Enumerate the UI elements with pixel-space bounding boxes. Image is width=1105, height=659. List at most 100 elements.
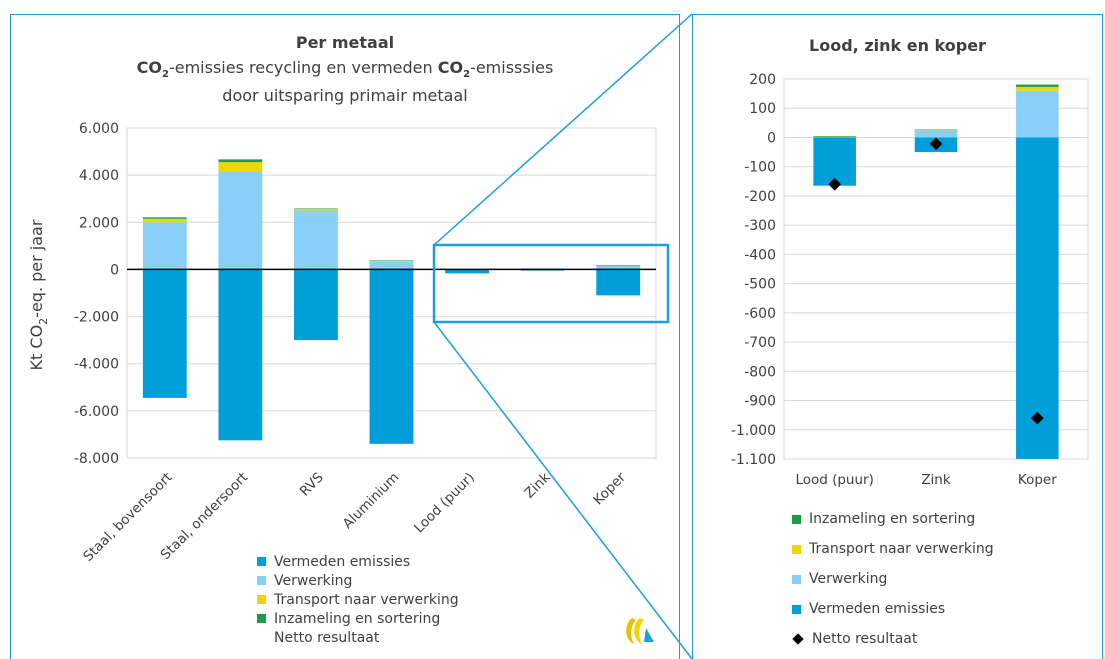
bar-segment [294,210,338,270]
legend-label: Vermeden emissies [274,553,411,570]
y-tick-label: -600 [744,306,776,322]
zoom-highlight-box [432,243,670,324]
bar-segment [369,269,414,444]
left-chart-title: Per metaal [295,33,395,52]
legend-marker [257,595,266,604]
legend-label: Verwerking [274,572,353,589]
bar-segment [218,171,263,270]
y-tick-label: -800 [744,364,776,380]
legend-marker [257,614,266,623]
y-tick-label: 6.000 [79,121,119,137]
y-tick-label: -1.000 [731,423,776,439]
left-chart-subtitle: CO2-emissies recycling en vermeden CO2-e… [136,58,554,106]
bar-segment [596,265,641,266]
legend-item: Inzameling en sortering [257,609,459,628]
bar-segment [218,269,263,441]
y-tick-label: 0 [767,130,776,146]
x-category-label: Zink [921,472,951,488]
y-tick-label: -700 [744,335,776,351]
bar-segment [294,208,338,209]
legend-label: Vermeden emissies [809,601,946,617]
bar-segment [596,269,641,296]
subtitle-co2-a: CO2 [136,58,169,81]
company-logo [626,618,654,644]
subtitle-co2-b: CO2 [437,58,471,81]
bar-segment [813,136,856,138]
bar-segment [294,208,338,211]
legend-item: Transport naar verwerking [257,590,459,609]
y-tick-label: -500 [744,277,776,293]
zoom-connector-bottom [433,321,693,659]
x-category-label: Zink [521,469,553,501]
legend-label: Inzameling en sortering [809,511,976,527]
right-axes: 200 100 0 -100 -200 -300 -400 -500 -600 -700 -800 -… [731,72,1057,488]
y-tick-label: -6.000 [74,404,119,420]
legend-label: Transport naar verwerking [274,591,459,608]
legend-label: Verwerking [809,571,888,587]
y-tick-label: -4.000 [74,357,119,373]
legend-label: Transport naar verwerking [809,541,994,557]
x-category-label: Lood (puur) [795,472,873,488]
x-category-label: RVS [297,470,327,500]
x-category-label: Koper [590,469,629,508]
y-tick-label: 2.000 [79,215,119,231]
bar-segment [142,269,187,398]
bar-segment [813,136,856,137]
legend-label: Inzameling en sortering [274,610,441,627]
right-chart-title: Lood, zink en koper [809,36,986,55]
left-chart-panel [10,14,680,659]
plot-area-frame [783,78,1089,460]
x-category-label: Aluminium [340,470,403,533]
left-bars [142,159,641,444]
bar-segment [813,137,856,186]
legend-marker [257,557,266,566]
legend-item: Verwerking [257,571,459,590]
y-tick-label: 4.000 [79,168,119,184]
left-y-axis-title: Kt CO2-eq. per jaar [27,219,50,370]
legend-marker [792,574,801,584]
y-tick-label: 200 [749,72,776,88]
y-tick-label: 100 [749,101,776,117]
plot-area-frame [126,127,657,459]
bar-segment [1016,137,1059,459]
legend-item: Inzameling en sortering [792,504,994,534]
y-tick-label: -400 [744,247,776,263]
legend-item: Vermeden emissies [257,552,459,571]
left-legend: Vermeden emissies Verwerking Transport naa… [257,552,459,647]
bar-segment [142,222,187,270]
legend-marker [257,576,266,585]
legend-marker [792,514,801,524]
bar-segment [142,218,187,223]
x-category-label: Lood (puur) [411,470,478,537]
legend-marker [257,633,266,642]
x-category-label: Koper [1018,472,1057,488]
legend-item: Verwerking [792,564,994,594]
y-tick-label: -200 [744,189,776,205]
bar-segment [1016,84,1059,87]
legend-item: Transport naar verwerking [792,534,994,564]
legend-item: Netto resultaat [792,624,994,654]
y-tick-label: -100 [744,160,776,176]
legend-label: Netto resultaat [812,631,918,647]
bar-segment [369,260,414,262]
legend-marker [792,544,801,554]
bar-segment [914,130,958,138]
y-tick-label: -900 [744,394,776,410]
bar-segment [813,136,856,137]
legend-marker [792,604,801,614]
y-tick-label: -300 [744,218,776,234]
y-tick-label: -1.100 [731,452,776,468]
bar-segment [1016,90,1059,138]
bar-segment [369,260,414,261]
y-tick-label: -8.000 [74,451,119,467]
y-tick-label: -2.000 [74,310,119,326]
bar-segment [596,265,641,270]
legend-item: Netto resultaat [257,628,459,647]
bar-segment [218,159,263,163]
bar-segment [1016,86,1059,91]
zoom-connector-top [433,13,693,246]
bar-segment [142,217,187,219]
bar-segment [914,129,958,131]
right-bars [813,84,1059,459]
